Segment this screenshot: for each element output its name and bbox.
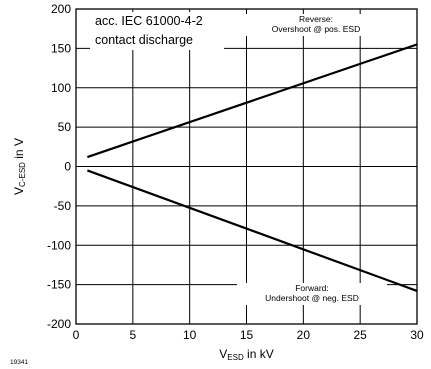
x-tick-label: 10	[183, 328, 197, 342]
figure-number: 19341	[10, 359, 28, 366]
y-tick-label: 0	[64, 160, 71, 174]
y-tick-label: -50	[54, 199, 72, 213]
y-tick-label: -200	[47, 317, 71, 331]
reverse-annotation-line1: Reverse:	[299, 14, 333, 24]
x-axis-label-suffix: in kV	[244, 347, 274, 361]
standard-annotation-line1: acc. IEC 61000-4-2	[95, 14, 203, 28]
tick-labels: 0 5 10 15 20 25 30 -200 -150 -100 -50 0 50 100 150 200	[47, 2, 424, 342]
x-axis-label-sub: ESD	[227, 353, 244, 362]
x-tick-label: 15	[240, 328, 254, 342]
x-tick-label: 0	[73, 328, 80, 342]
grid-lines	[76, 9, 417, 324]
series-line-2	[86, 169, 418, 292]
y-tick-label: -100	[47, 238, 71, 252]
forward-annotation-line1: Forward:	[295, 283, 329, 293]
y-tick-label: 150	[51, 41, 71, 55]
y-axis-label: VC-ESD in V	[12, 138, 27, 195]
y-axis-label-suffix: in V	[12, 138, 26, 162]
x-tick-label: 25	[353, 328, 367, 342]
x-tick-label: 30	[410, 328, 424, 342]
forward-annotation-line2: Undershoot @ neg. ESD	[265, 293, 359, 303]
x-axis-label-main: V	[219, 347, 227, 361]
reverse-annotation-line2: Overshoot @ pos. ESD	[272, 24, 360, 34]
y-axis-label-main: V	[12, 187, 26, 195]
y-tick-label: 200	[51, 2, 71, 16]
standard-annotation-line2: contact discharge	[95, 33, 193, 47]
y-tick-label: 50	[58, 120, 72, 134]
x-axis-label: VESD in kV	[219, 347, 273, 362]
reverse-annotation-box	[245, 14, 387, 36]
y-tick-label: 100	[51, 81, 71, 95]
forward-annotation-box	[237, 283, 387, 305]
plot-frame	[75, 8, 418, 325]
y-axis-label-sub: C-ESD	[18, 162, 27, 187]
x-tick-label: 5	[129, 328, 136, 342]
series-line-1	[87, 43, 418, 159]
series-lines	[86, 43, 418, 292]
y-tick-label: -150	[47, 278, 71, 292]
standard-annotation-box	[90, 12, 224, 50]
x-tick-label: 20	[297, 328, 311, 342]
